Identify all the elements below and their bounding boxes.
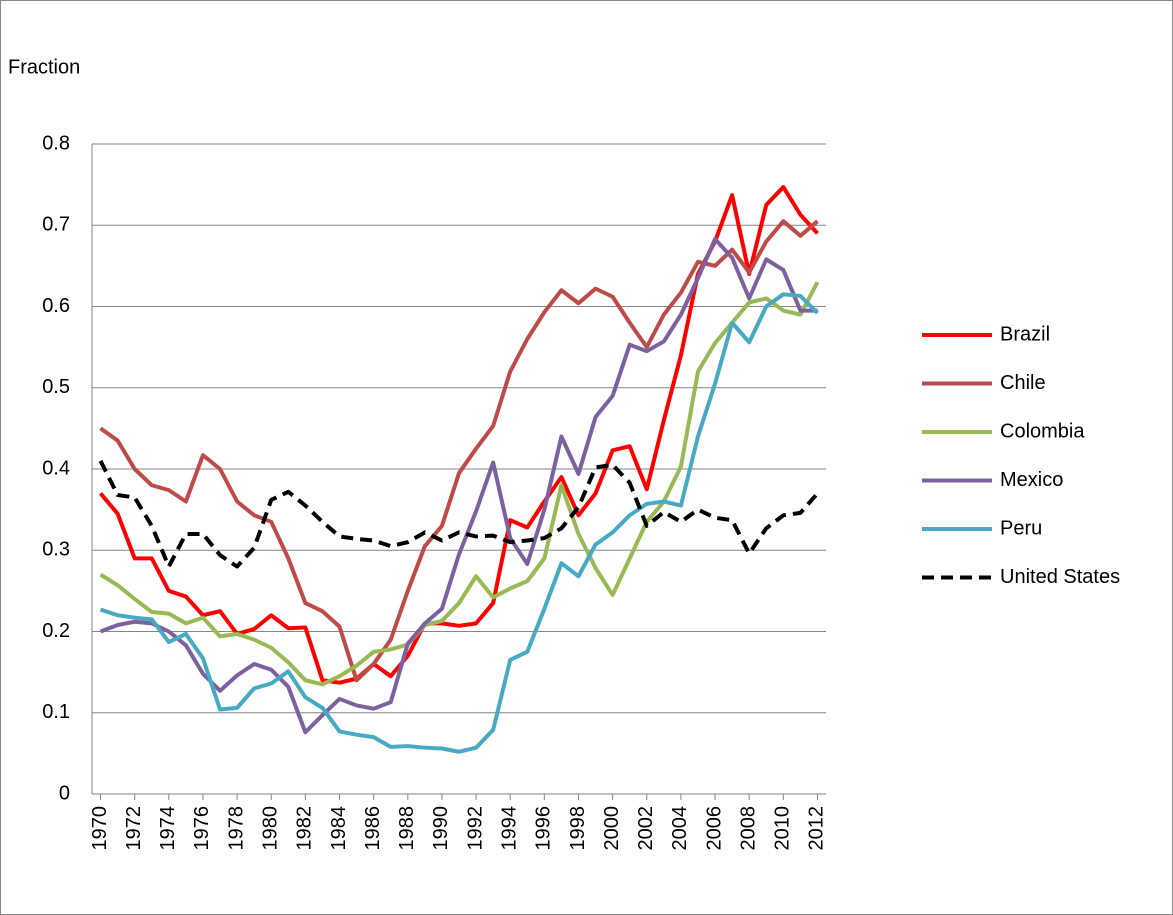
x-tick-label: 1996: [533, 806, 555, 851]
x-tick-label: 1976: [191, 806, 213, 851]
x-tick-label: 2002: [635, 806, 657, 851]
x-tick-label: 1982: [294, 806, 316, 851]
x-tick-label: 1998: [567, 806, 589, 851]
y-tick-label: 0.1: [42, 701, 70, 723]
x-tick-label: 1990: [430, 806, 452, 851]
y-tick-label: 0.4: [42, 457, 70, 479]
legend-label: Peru: [1000, 517, 1042, 539]
series-line: [99, 237, 818, 735]
y-tick-label: 0: [59, 782, 70, 804]
x-tick-label: 1972: [123, 806, 145, 851]
y-tick-label: 0.5: [42, 376, 70, 398]
x-tick-label: 1994: [498, 806, 520, 851]
x-tick-label: 1974: [157, 806, 179, 851]
x-tick-label: 1978: [225, 806, 247, 851]
x-tick-label: 1980: [260, 806, 282, 851]
legend-label: Mexico: [1000, 469, 1063, 491]
x-tick-label: 1992: [464, 806, 486, 851]
x-tick-label: 1984: [328, 806, 350, 851]
x-tick-label: 2008: [737, 806, 759, 851]
x-tick-label: 2000: [601, 806, 623, 851]
y-tick-label: 0.7: [42, 214, 70, 236]
x-tick-label: 2004: [669, 806, 691, 851]
series-line: [98, 459, 819, 569]
series-line: [99, 281, 820, 687]
series-line: [99, 219, 819, 683]
x-tick-label: 1986: [362, 806, 384, 851]
y-axis-label: Fraction: [8, 56, 80, 78]
legend-label: United States: [1000, 566, 1120, 588]
y-tick-label: 0.3: [42, 539, 70, 561]
legend-label: Brazil: [1000, 323, 1050, 345]
x-tick-label: 1970: [89, 806, 111, 851]
legend-label: Chile: [1000, 372, 1046, 394]
y-tick-label: 0.6: [42, 295, 70, 317]
x-tick-label: 2012: [806, 806, 828, 851]
x-tick-label: 2006: [703, 806, 725, 851]
x-tick-label: 2010: [772, 806, 794, 851]
x-tick-label: 1988: [396, 806, 418, 851]
legend-label: Colombia: [1000, 420, 1085, 442]
y-tick-label: 0.2: [42, 620, 70, 642]
series-line: [99, 292, 819, 754]
y-tick-label: 0.8: [42, 132, 70, 154]
